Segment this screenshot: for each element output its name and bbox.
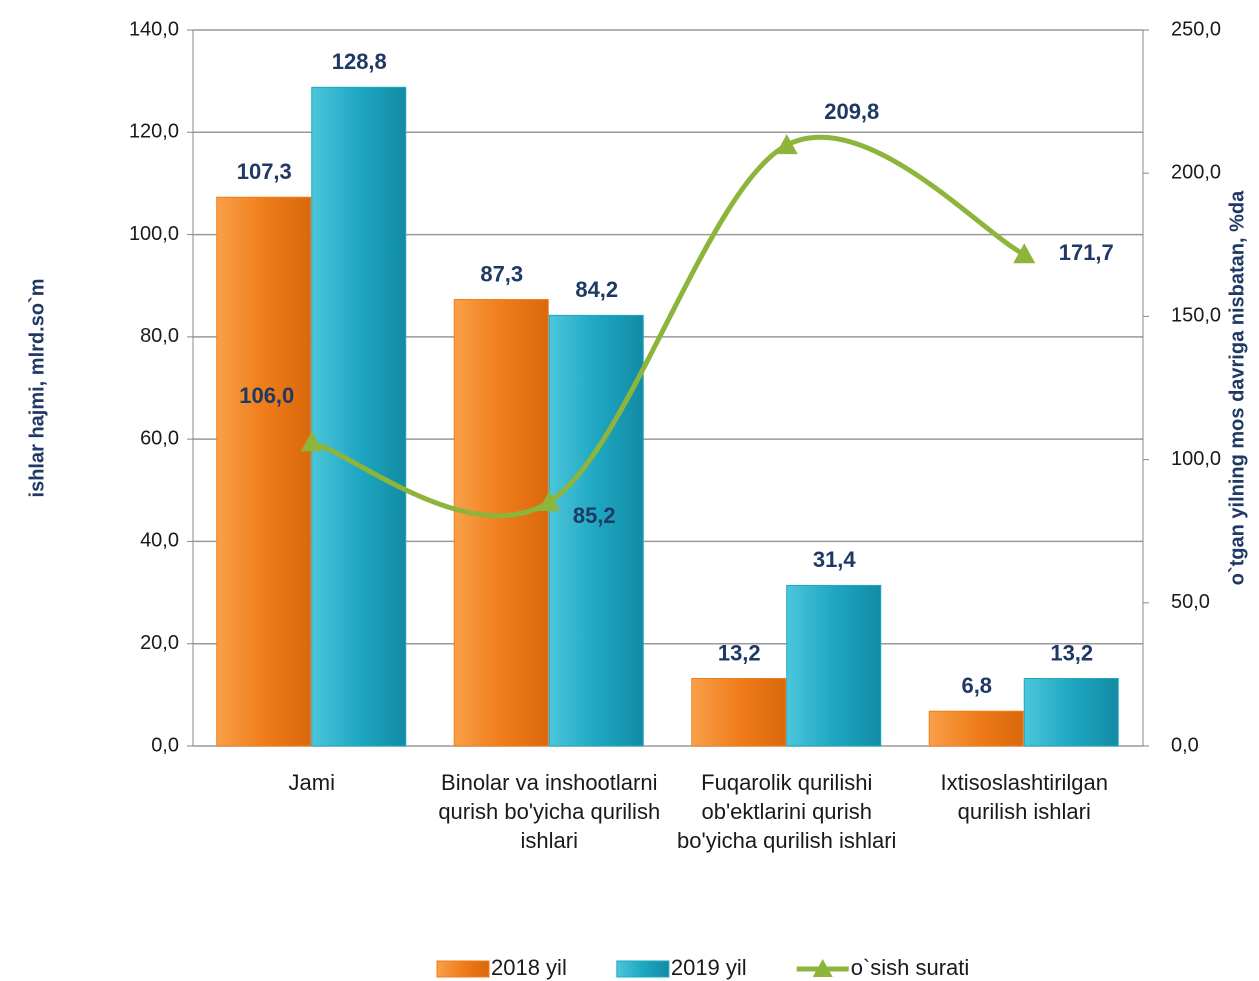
bar bbox=[1023, 677, 1119, 747]
bar-value-label: 84,2 bbox=[575, 277, 618, 302]
bar-value-label: 128,8 bbox=[332, 49, 387, 74]
bar-value-label: 87,3 bbox=[480, 261, 523, 286]
bar bbox=[453, 299, 549, 747]
x-tick-label: Binolar va inshootlarni qurish bo'yicha … bbox=[438, 770, 661, 853]
bar-value-label: 13,2 bbox=[718, 640, 761, 665]
y2-tick-label: 50,0 bbox=[1171, 591, 1210, 613]
bar bbox=[216, 196, 312, 747]
x-tick-label: Jami bbox=[288, 770, 335, 795]
line-value-label: 85,2 bbox=[573, 503, 616, 528]
y-tick-label: 0,0 bbox=[151, 734, 179, 756]
y-axis-title: ishlar hajmi, mlrd.so`m bbox=[26, 279, 48, 498]
bar bbox=[786, 584, 882, 747]
y2-tick-label: 100,0 bbox=[1171, 448, 1221, 470]
bar-value-label: 13,2 bbox=[1050, 640, 1093, 665]
y-tick-label: 60,0 bbox=[140, 427, 179, 449]
bar-value-label: 107,3 bbox=[237, 159, 292, 184]
line-value-label: 171,7 bbox=[1059, 240, 1114, 265]
y2-tick-label: 200,0 bbox=[1171, 161, 1221, 183]
line-marker bbox=[538, 490, 561, 511]
y-tick-label: 140,0 bbox=[129, 18, 179, 40]
y-tick-label: 40,0 bbox=[140, 530, 179, 552]
y2-axis-title: o`tgan yilning mos davriga nisbatan, %da bbox=[1226, 190, 1248, 585]
legend-swatch bbox=[616, 960, 670, 978]
line-marker bbox=[775, 134, 798, 155]
bar bbox=[311, 86, 407, 747]
line-value-label: 209,8 bbox=[824, 99, 879, 124]
bar-value-label: 6,8 bbox=[961, 673, 992, 698]
y-tick-label: 20,0 bbox=[140, 632, 179, 654]
y-tick-label: 120,0 bbox=[129, 121, 179, 143]
line-marker bbox=[300, 431, 323, 452]
line-marker bbox=[1013, 243, 1036, 264]
x-tick-label: Ixtisoslashtirilgan qurilish ishlari bbox=[940, 770, 1108, 824]
bar-value-label: 31,4 bbox=[813, 547, 857, 572]
line bbox=[311, 134, 1026, 519]
line-value-label: 106,0 bbox=[239, 383, 294, 408]
bar bbox=[548, 314, 644, 747]
bar bbox=[691, 677, 787, 747]
y-tick-label: 100,0 bbox=[129, 223, 179, 245]
legend-label: o`sish surati bbox=[851, 955, 970, 980]
y-tick-label: 80,0 bbox=[140, 325, 179, 347]
y2-tick-label: 150,0 bbox=[1171, 305, 1221, 327]
y2-tick-label: 250,0 bbox=[1171, 18, 1221, 40]
y2-tick-label: 0,0 bbox=[1171, 734, 1199, 756]
legend-label: 2019 yil bbox=[671, 955, 747, 980]
bar bbox=[928, 710, 1024, 747]
legend-swatch bbox=[436, 960, 490, 978]
x-tick-label: Fuqarolik qurilishi ob'ektlarini qurish … bbox=[677, 770, 897, 853]
legend-label: 2018 yil bbox=[491, 955, 567, 980]
legend-marker bbox=[812, 959, 833, 977]
